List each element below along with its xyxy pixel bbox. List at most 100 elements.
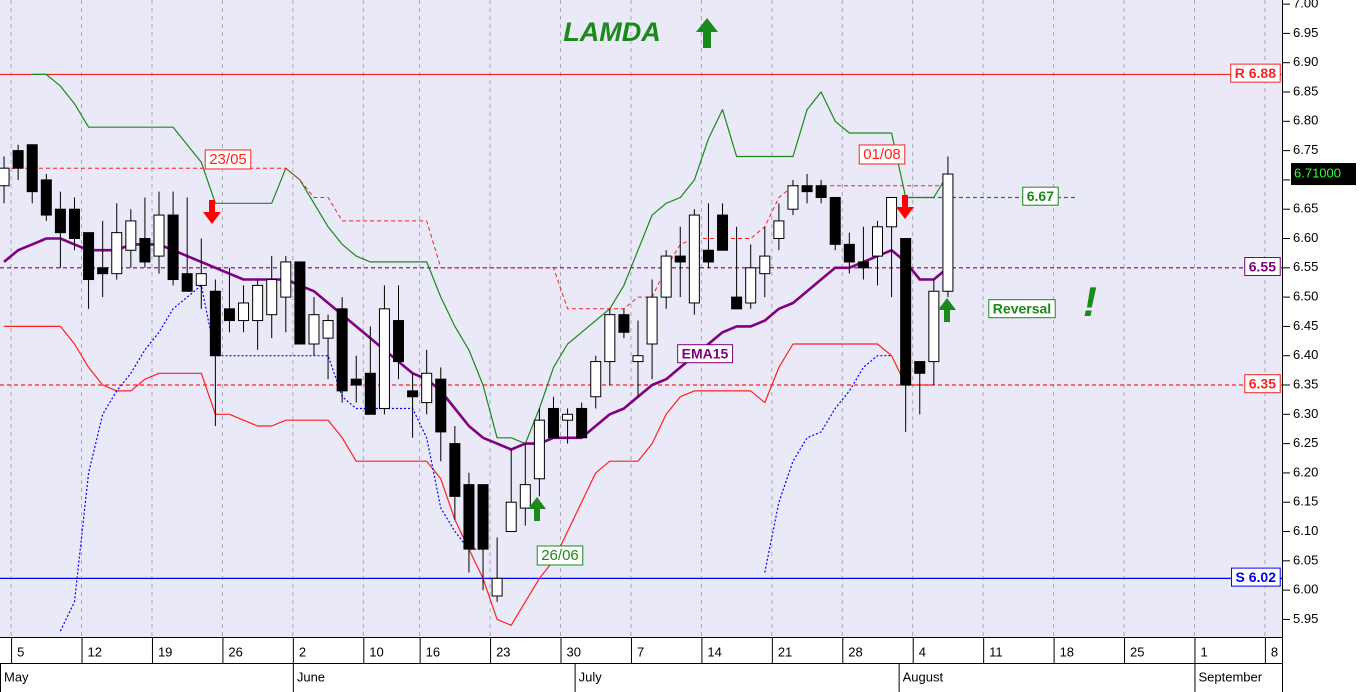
month-label: August — [903, 669, 944, 684]
indicator-line — [32, 73, 949, 445]
x-tick-label: 28 — [848, 644, 862, 659]
y-tick-label: 6.55 — [1293, 259, 1318, 274]
candle-body — [294, 261, 306, 345]
level-label-box — [1230, 63, 1281, 83]
last-price-label: 6.71000 — [1294, 165, 1341, 180]
y-tick-label: 6.25 — [1293, 435, 1318, 450]
candle-body — [280, 261, 292, 298]
level-label-box — [1231, 567, 1281, 587]
annotation-box — [536, 545, 584, 566]
level-label: 6.55 — [1249, 259, 1276, 275]
y-tick-label: 6.30 — [1293, 406, 1318, 421]
candle-body — [900, 238, 912, 386]
candle-body — [167, 214, 179, 281]
candle-body — [590, 361, 602, 398]
annotation-box — [204, 149, 252, 170]
candle-body — [618, 314, 630, 333]
candle-body — [209, 290, 221, 357]
y-tick-label: 6.00 — [1293, 582, 1318, 597]
candle-body — [829, 196, 841, 245]
down-arrow — [896, 195, 914, 219]
candle-body — [688, 214, 700, 304]
month-label: June — [297, 669, 325, 684]
x-tick-label: 12 — [88, 644, 102, 659]
month-label: September — [1198, 669, 1262, 684]
y-tick-label: 5.95 — [1293, 611, 1318, 626]
level-label-group: 6.35 — [1244, 374, 1281, 394]
y-tick-label: 6.45 — [1293, 318, 1318, 333]
x-tick-label: 18 — [1060, 644, 1074, 659]
y-tick-label: 6.85 — [1293, 83, 1318, 98]
candle-body — [491, 577, 503, 597]
candle-body — [562, 413, 574, 421]
x-tick-label: 23 — [496, 644, 510, 659]
y-tick-label: 6.90 — [1293, 54, 1318, 69]
candle-body — [421, 372, 433, 404]
candle-body — [435, 378, 447, 433]
y-tick-label: 6.80 — [1293, 113, 1318, 128]
x-tick-label: 30 — [567, 644, 581, 659]
annotation-group: 01/08 — [858, 144, 906, 165]
annotation: 26/06 — [541, 547, 579, 564]
level-label: 6.35 — [1249, 376, 1276, 392]
y-tick-label: 6.05 — [1293, 552, 1318, 567]
candle-body — [238, 302, 250, 322]
y-tick-label: 6.15 — [1293, 494, 1318, 509]
candle-body — [40, 179, 52, 216]
x-tick-label: 8 — [1271, 644, 1278, 659]
y-tick-label: 6.75 — [1293, 142, 1318, 157]
candle-body — [153, 214, 165, 257]
level-label-group: 6.55 — [1244, 257, 1281, 277]
annotation-box — [988, 299, 1056, 319]
candle-body — [223, 308, 235, 322]
candle-body — [449, 443, 461, 497]
x-tick-label: 5 — [17, 644, 24, 659]
x-tick-label: 21 — [778, 644, 792, 659]
down-arrow — [203, 200, 221, 224]
candle-body — [26, 144, 38, 193]
candle-body — [111, 232, 123, 275]
candle-body — [773, 220, 785, 240]
candle-body — [717, 214, 729, 251]
candle-body — [378, 308, 390, 409]
candle-body — [266, 279, 278, 316]
series-label-box — [677, 344, 734, 364]
candle-body — [547, 407, 559, 439]
candle-body — [533, 419, 545, 480]
y-tick-label: 6.95 — [1293, 25, 1318, 40]
x-tick-label: 1 — [1200, 644, 1207, 659]
candle-body — [83, 232, 95, 281]
y-tick-label: 6.10 — [1293, 523, 1318, 538]
candle-body — [477, 484, 489, 550]
candle-body — [576, 407, 588, 439]
candle-body — [407, 390, 419, 398]
candle-body — [731, 296, 743, 310]
y-tick-label: 6.60 — [1293, 230, 1318, 245]
candle-body — [195, 273, 207, 286]
annotation-group: 26/06 — [536, 545, 584, 566]
axis-background — [1282, 0, 1364, 692]
candle-body — [702, 249, 714, 263]
x-tick-label: 25 — [1130, 644, 1144, 659]
y-tick-label: 6.65 — [1293, 201, 1318, 216]
y-tick-label: 6.20 — [1293, 464, 1318, 479]
annotation: 01/08 — [863, 146, 901, 163]
candle-body — [914, 361, 926, 374]
candle-body — [871, 226, 883, 257]
candle-body — [787, 185, 799, 210]
indicator-line — [764, 355, 892, 573]
grid — [10, 0, 1266, 637]
candle-body — [68, 208, 80, 240]
candle-body — [336, 308, 348, 392]
chart-title: LAMDA — [563, 17, 660, 47]
candle-body — [604, 314, 616, 363]
candle-body — [322, 320, 334, 339]
level-label-box — [1244, 374, 1281, 394]
candle-body — [252, 284, 264, 322]
y-axis: 5.95 6.00 6.05 6.10 6.15 6.20 6.25 6.30 6.35 6.40… — [1282, 0, 1364, 692]
candle-body — [12, 150, 24, 169]
candle-body — [759, 255, 771, 275]
annotation: 23/05 — [209, 151, 247, 168]
x-tick-label: 14 — [707, 644, 721, 659]
candle-body — [660, 255, 672, 298]
